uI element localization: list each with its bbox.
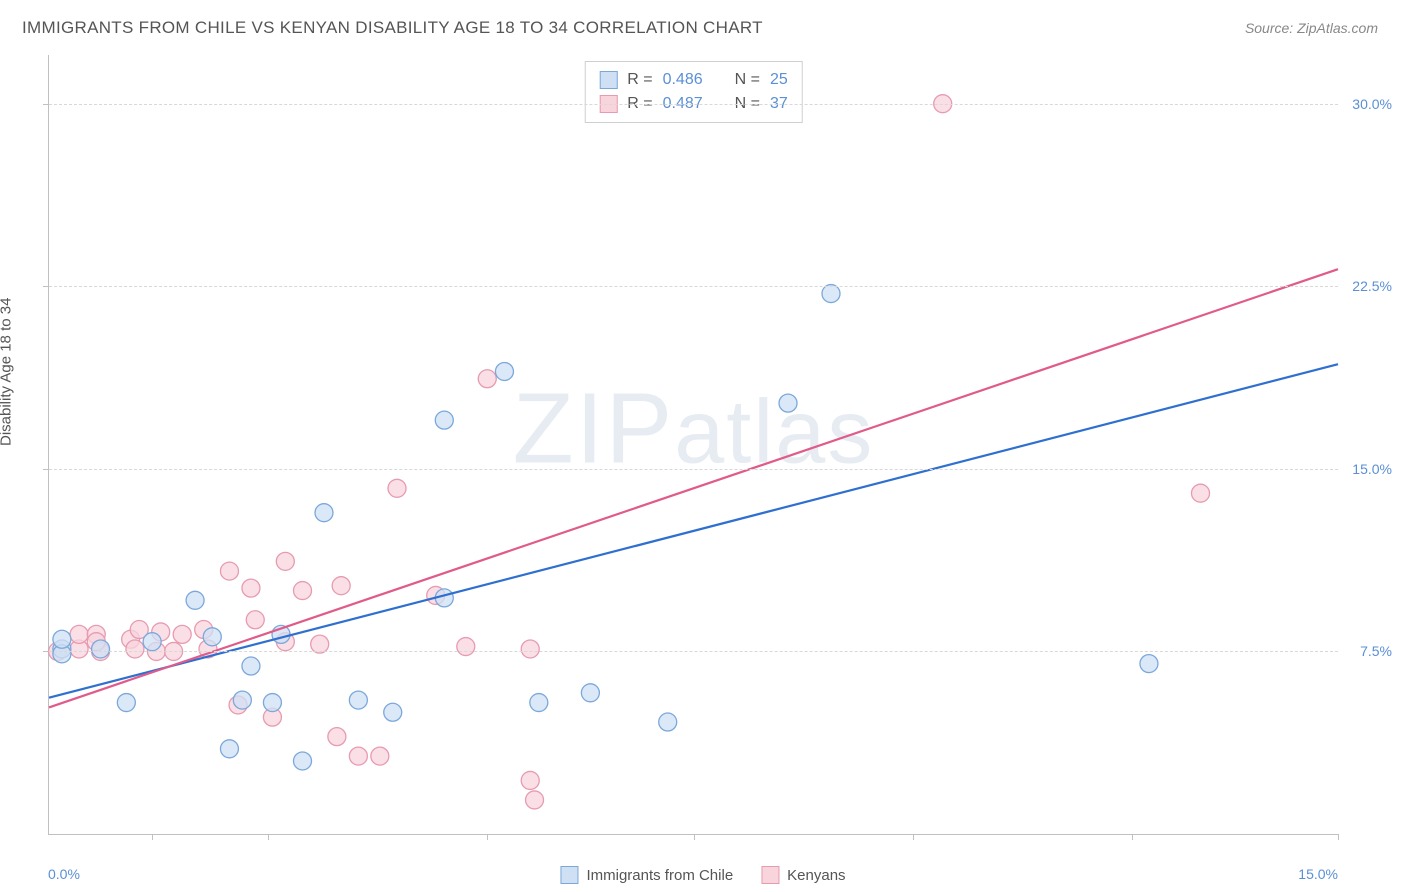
data-point: [328, 728, 346, 746]
data-point: [581, 684, 599, 702]
legend-label-series1: Immigrants from Chile: [586, 867, 733, 884]
x-tick-mark: [913, 834, 914, 840]
data-point: [435, 411, 453, 429]
trend-line: [49, 364, 1338, 698]
data-point: [294, 752, 312, 770]
data-point: [311, 635, 329, 653]
y-axis-label: Disability Age 18 to 34: [0, 298, 15, 446]
data-point: [371, 747, 389, 765]
data-point: [117, 694, 135, 712]
chart-container: IMMIGRANTS FROM CHILE VS KENYAN DISABILI…: [0, 0, 1406, 892]
data-point: [220, 740, 238, 758]
legend-n-value-1: 25: [770, 68, 788, 92]
x-axis-tick-max: 15.0%: [1298, 866, 1338, 882]
legend-n-label: N =: [735, 68, 760, 92]
data-point: [70, 625, 88, 643]
data-point: [242, 657, 260, 675]
data-point: [526, 791, 544, 809]
y-tick-label: 15.0%: [1352, 461, 1392, 477]
data-point: [457, 638, 475, 656]
x-tick-mark: [152, 834, 153, 840]
data-point: [349, 691, 367, 709]
data-point: [53, 630, 71, 648]
data-point: [384, 703, 402, 721]
chart-svg: [49, 55, 1338, 834]
trend-line: [49, 269, 1338, 707]
data-point: [92, 640, 110, 658]
data-point: [294, 582, 312, 600]
y-tick-mark: [43, 286, 49, 287]
y-tick-label: 22.5%: [1352, 278, 1392, 294]
x-tick-mark: [268, 834, 269, 840]
data-point: [349, 747, 367, 765]
data-point: [203, 628, 221, 646]
y-tick-mark: [43, 104, 49, 105]
x-tick-mark: [1132, 834, 1133, 840]
gridline: [49, 104, 1338, 105]
gridline: [49, 286, 1338, 287]
data-point: [143, 633, 161, 651]
swatch-series1: [599, 71, 617, 89]
data-point: [478, 370, 496, 388]
data-point: [779, 394, 797, 412]
data-point: [332, 577, 350, 595]
legend-item-series2: Kenyans: [761, 866, 845, 884]
gridline: [49, 469, 1338, 470]
data-point: [521, 771, 539, 789]
data-point: [495, 362, 513, 380]
data-point: [246, 611, 264, 629]
series-legend: Immigrants from Chile Kenyans: [560, 866, 845, 884]
data-point: [186, 591, 204, 609]
source-attribution: Source: ZipAtlas.com: [1245, 20, 1378, 36]
legend-item-series1: Immigrants from Chile: [560, 866, 733, 884]
swatch-series1-bottom: [560, 866, 578, 884]
data-point: [242, 579, 260, 597]
x-tick-mark: [1338, 834, 1339, 840]
x-tick-mark: [694, 834, 695, 840]
data-point: [521, 640, 539, 658]
chart-title: IMMIGRANTS FROM CHILE VS KENYAN DISABILI…: [22, 18, 763, 38]
data-point: [173, 625, 191, 643]
legend-label-series2: Kenyans: [787, 867, 845, 884]
legend-row-series1: R = 0.486 N = 25: [599, 68, 788, 92]
correlation-legend: R = 0.486 N = 25 R = 0.487 N = 37: [584, 61, 803, 123]
legend-r-label: R =: [627, 68, 652, 92]
data-point: [233, 691, 251, 709]
data-point: [315, 504, 333, 522]
legend-r-value-1: 0.486: [663, 68, 703, 92]
data-point: [530, 694, 548, 712]
y-tick-label: 7.5%: [1360, 643, 1392, 659]
x-axis-tick-min: 0.0%: [48, 866, 80, 882]
data-point: [276, 552, 294, 570]
x-tick-mark: [487, 834, 488, 840]
data-point: [126, 640, 144, 658]
data-point: [822, 285, 840, 303]
data-point: [659, 713, 677, 731]
plot-area: ZIPatlas R = 0.486 N = 25 R = 0.487 N = …: [48, 55, 1338, 835]
data-point: [1140, 655, 1158, 673]
data-point: [220, 562, 238, 580]
swatch-series2-bottom: [761, 866, 779, 884]
data-point: [388, 479, 406, 497]
y-tick-mark: [43, 651, 49, 652]
data-point: [1192, 484, 1210, 502]
y-tick-mark: [43, 469, 49, 470]
gridline: [49, 651, 1338, 652]
y-tick-label: 30.0%: [1352, 96, 1392, 112]
data-point: [263, 694, 281, 712]
